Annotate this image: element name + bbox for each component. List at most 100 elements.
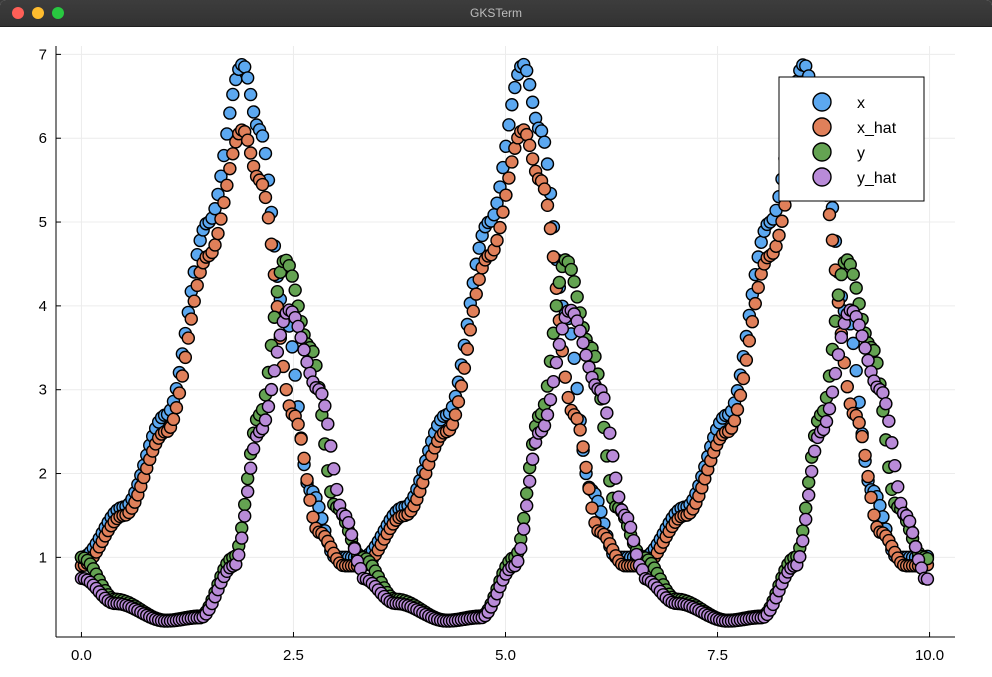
- data-point: [520, 498, 534, 513]
- data-point: [472, 241, 486, 255]
- data-point: [905, 526, 920, 540]
- plot-area: 0.0 2.5 5.0 7.5 10.0 1 2 3 4 5 6 7 x x_hat y y_hat: [0, 26, 992, 677]
- data-point: [549, 355, 564, 370]
- data-point: [220, 178, 234, 193]
- data-point: [879, 397, 893, 411]
- data-point: [525, 152, 540, 166]
- data-point: [730, 402, 745, 417]
- data-point: [858, 341, 872, 355]
- data-point: [888, 458, 902, 473]
- data-point: [540, 198, 555, 213]
- window-title: GKSTerm: [469, 6, 522, 20]
- data-point: [306, 510, 320, 524]
- data-point: [285, 269, 299, 283]
- x-tick-label: 2.5: [283, 647, 304, 664]
- data-point: [522, 138, 537, 153]
- data-point: [258, 146, 273, 161]
- data-point: [558, 370, 572, 384]
- data-point: [344, 527, 359, 542]
- data-point: [267, 364, 282, 378]
- data-point: [240, 71, 255, 85]
- data-point: [819, 414, 834, 429]
- data-point: [849, 364, 863, 378]
- data-point: [288, 283, 302, 297]
- data-point: [822, 207, 837, 222]
- data-point: [582, 482, 596, 496]
- data-point: [214, 212, 228, 226]
- data-point: [852, 416, 866, 430]
- legend-label-y: y: [857, 145, 865, 162]
- data-point: [522, 77, 537, 92]
- data-point: [736, 371, 751, 386]
- data-point: [751, 280, 765, 295]
- data-point: [291, 417, 305, 432]
- data-point: [579, 348, 593, 362]
- data-point: [772, 228, 786, 243]
- data-point: [300, 355, 314, 369]
- data-point: [576, 336, 590, 350]
- data-point: [885, 436, 899, 450]
- data-point: [246, 105, 261, 119]
- data-point: [537, 182, 552, 196]
- data-point: [552, 337, 567, 352]
- data-point: [855, 429, 869, 444]
- data-point: [543, 392, 558, 407]
- data-point: [496, 205, 510, 219]
- data-point: [324, 439, 338, 453]
- data-point: [727, 414, 742, 428]
- data-point: [517, 522, 531, 536]
- data-point: [520, 63, 534, 78]
- legend-label-y-hat: y_hat: [857, 170, 897, 187]
- data-point: [297, 343, 311, 357]
- data-point: [303, 493, 317, 507]
- close-button[interactable]: [12, 7, 24, 19]
- data-point: [514, 541, 528, 556]
- legend-label-x: x: [857, 95, 865, 112]
- data-point: [208, 238, 222, 252]
- x-tick-label: 10.0: [915, 647, 944, 664]
- y-tick-label: 6: [39, 130, 47, 147]
- data-point: [567, 275, 581, 289]
- data-point: [505, 98, 519, 112]
- data-point: [472, 272, 486, 287]
- data-point: [264, 382, 279, 397]
- data-point: [834, 267, 849, 282]
- data-point: [825, 385, 840, 399]
- data-point: [243, 146, 258, 160]
- data-point: [166, 412, 181, 427]
- y-tick-label: 3: [39, 382, 47, 399]
- data-point: [258, 190, 273, 205]
- data-point: [466, 304, 480, 318]
- legend-marker-x-hat: [812, 117, 832, 137]
- data-point: [454, 379, 469, 393]
- data-point: [330, 482, 344, 497]
- data-point: [597, 391, 611, 405]
- data-point: [546, 374, 561, 389]
- data-point: [184, 312, 198, 326]
- data-point: [169, 401, 184, 415]
- data-point: [279, 382, 293, 397]
- data-point: [546, 250, 561, 264]
- data-point: [579, 460, 593, 475]
- data-point: [525, 95, 540, 109]
- data-point: [211, 226, 225, 241]
- data-point: [537, 135, 552, 149]
- y-tick-label: 5: [39, 214, 47, 231]
- data-point: [807, 444, 822, 458]
- data-point: [223, 106, 237, 120]
- data-point: [232, 548, 246, 562]
- data-point: [347, 542, 362, 556]
- data-point: [537, 418, 552, 433]
- title-bar[interactable]: GKSTerm: [0, 0, 992, 27]
- data-point: [208, 202, 222, 216]
- data-point: [505, 155, 519, 169]
- data-point: [255, 129, 270, 143]
- data-point: [882, 414, 896, 428]
- data-point: [920, 572, 935, 586]
- data-point: [861, 469, 875, 484]
- data-point: [493, 220, 507, 235]
- data-point: [270, 345, 285, 359]
- data-point: [552, 275, 567, 290]
- minimize-button[interactable]: [32, 7, 44, 19]
- zoom-button[interactable]: [52, 7, 64, 19]
